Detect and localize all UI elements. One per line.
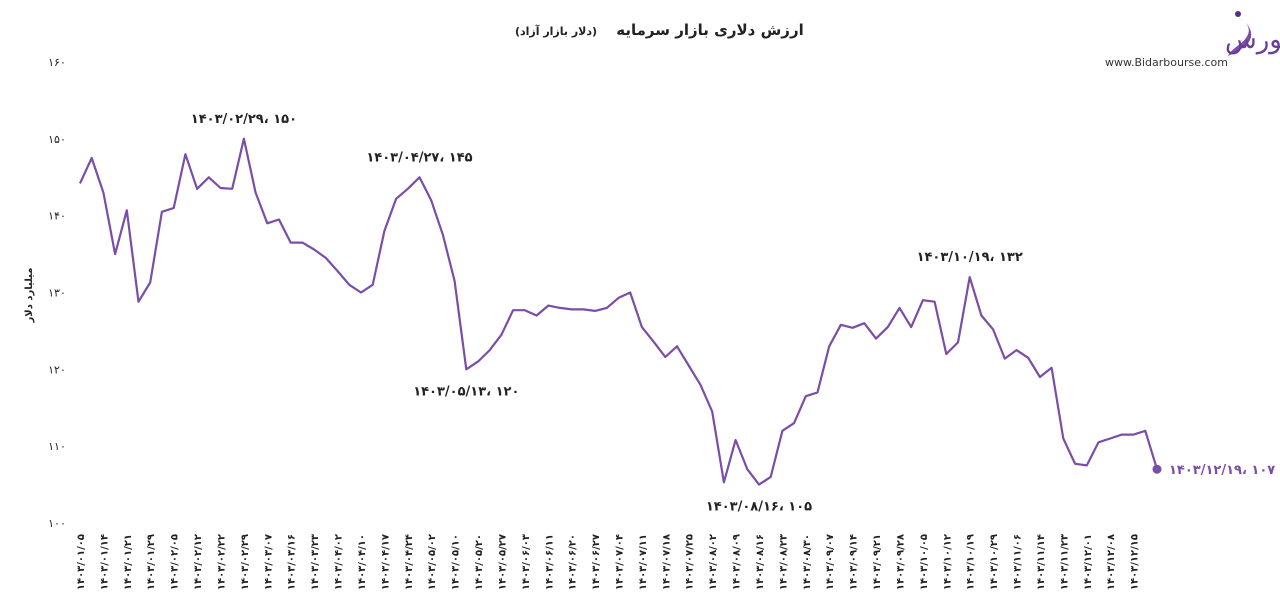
x-tick-label: ۱۴۰۳/۰۳/۰۷ xyxy=(263,534,274,590)
x-tick-label: ۱۴۰۳/۰۷/۱۱ xyxy=(638,534,649,590)
x-tick-label: ۱۴۰۳/۰۷/۱۸ xyxy=(661,534,672,590)
logo-mark xyxy=(1228,18,1252,56)
value-label: ۱۴۰۳/۱۰/۱۹، ۱۳۲ xyxy=(917,250,1023,265)
x-tick-label: ۱۴۰۳/۰۶/۲۰ xyxy=(568,534,579,590)
logo: بیدار بورس www.Bidarbourse.com xyxy=(1105,11,1280,69)
x-tick-label: ۱۴۰۳/۰۲/۰۵ xyxy=(170,534,181,590)
x-tick-label: ۱۴۰۳/۱۲/۱۵ xyxy=(1130,534,1141,590)
x-tick-label: ۱۴۰۳/۰۱/۲۱ xyxy=(123,534,134,590)
x-tick-label: ۱۴۰۳/۰۲/۱۲ xyxy=(193,534,204,590)
value-label: ۱۴۰۳/۰۲/۲۹، ۱۵۰ xyxy=(191,112,297,127)
logo-dot xyxy=(1235,11,1241,17)
x-tick-label: ۱۴۰۳/۰۵/۲۰ xyxy=(474,534,485,590)
x-tick-label: ۱۴۰۳/۰۵/۰۲ xyxy=(427,534,438,590)
chart-subtitle: (دلار بازار آزاد) xyxy=(515,24,597,38)
x-tick-label: ۱۴۰۳/۰۸/۲۳ xyxy=(778,534,789,590)
x-tick-label: ۱۴۰۳/۰۹/۱۴ xyxy=(849,534,860,590)
x-tick-label: ۱۴۰۳/۰۶/۰۳ xyxy=(521,534,532,590)
x-tick-label: ۱۴۰۳/۰۸/۳۰ xyxy=(802,534,813,590)
value-label: ۱۴۰۳/۱۲/۱۹، ۱۰۷ xyxy=(1169,463,1275,478)
x-tick-label: ۱۴۰۳/۰۵/۱۰ xyxy=(451,534,462,590)
end-point xyxy=(1152,464,1162,474)
x-tick-label: ۱۴۰۳/۱۱/۱۴ xyxy=(1036,534,1047,590)
logo-text: بیدار بورس xyxy=(1225,25,1280,55)
x-tick-label: ۱۴۰۳/۰۴/۲۴ xyxy=(404,534,415,590)
x-tick-label: ۱۴۰۳/۰۵/۲۷ xyxy=(497,534,508,590)
line xyxy=(79,137,1159,486)
x-tick-label: ۱۴۰۳/۰۱/۰۵ xyxy=(76,534,87,590)
x-tick-label: ۱۴۰۳/۰۷/۲۵ xyxy=(685,534,696,590)
x-tick-label: ۱۴۰۳/۰۳/۱۶ xyxy=(287,534,298,590)
x-tick-label: ۱۴۰۳/۰۲/۲۲ xyxy=(216,534,227,590)
value-label: ۱۴۰۳/۰۸/۱۶، ۱۰۵ xyxy=(706,500,812,515)
x-tick-label: ۱۴۰۳/۰۴/۱۰ xyxy=(357,534,368,590)
x-tick-label: ۱۴۰۳/۰۶/۱۱ xyxy=(544,534,555,590)
x-tick-label: ۱۴۰۳/۱۲/۰۸ xyxy=(1106,534,1117,590)
x-tick-label: ۱۴۰۳/۰۸/۱۶ xyxy=(755,534,766,590)
y-tick-label: ۱۵۰ xyxy=(48,133,66,146)
x-tick-label: ۱۴۰۳/۱۰/۰۵ xyxy=(919,534,930,590)
x-tick-label: ۱۴۰۳/۰۴/۰۲ xyxy=(334,534,345,590)
x-tick-label: ۱۴۰۳/۰۸/۰۲ xyxy=(708,534,719,590)
y-tick-label: ۱۶۰ xyxy=(48,56,66,69)
y-tick-label: ۱۱۰ xyxy=(48,440,66,453)
y-tick-label: ۱۴۰ xyxy=(48,210,66,223)
y-tick-label: ۱۲۰ xyxy=(48,363,66,376)
x-tick-label: ۱۴۰۳/۰۸/۰۹ xyxy=(732,534,743,590)
x-tick-label: ۱۴۰۳/۰۴/۱۷ xyxy=(380,534,391,590)
x-tick-label: ۱۴۰۳/۰۷/۰۴ xyxy=(615,534,626,590)
x-tick-label: ۱۴۰۳/۰۱/۱۴ xyxy=(99,534,110,590)
x-tick-label: ۱۴۰۳/۰۹/۲۸ xyxy=(895,534,906,590)
x-tick-label: ۱۴۰۳/۰۲/۲۹ xyxy=(240,534,251,590)
value-label: ۱۴۰۳/۰۴/۲۷، ۱۴۵ xyxy=(366,150,472,165)
x-tick-label: ۱۴۰۳/۱۰/۱۹ xyxy=(966,534,977,590)
x-tick-label: ۱۴۰۳/۱۲/۰۱ xyxy=(1083,534,1094,590)
website: www.Bidarbourse.com xyxy=(1105,56,1228,69)
x-tick-label: ۱۴۰۳/۱۰/۲۹ xyxy=(989,534,1000,590)
x-tick-label: ۱۴۰۳/۰۹/۰۷ xyxy=(825,534,836,590)
x-tick-label: ۱۴۰۳/۱۱/۲۳ xyxy=(1059,534,1070,590)
x-tick-label: ۱۴۰۳/۰۳/۲۳ xyxy=(310,534,321,590)
chart-title: ارزش دلاری بازار سرمایه xyxy=(616,21,803,39)
y-tick-label: ۱۳۰ xyxy=(48,287,66,300)
x-tick-label: ۱۴۰۳/۱۱/۰۶ xyxy=(1013,534,1024,590)
x-tick-label: ۱۴۰۳/۰۹/۲۱ xyxy=(872,534,883,590)
y-axis-title: میلیارد دلار xyxy=(24,268,35,324)
value-label: ۱۴۰۳/۰۵/۱۳، ۱۲۰ xyxy=(413,384,519,399)
x-tick-label: ۱۴۰۳/۱۰/۱۲ xyxy=(942,534,953,590)
y-tick-label: ۱۰۰ xyxy=(48,517,66,530)
x-tick-label: ۱۴۰۳/۰۱/۲۹ xyxy=(146,534,157,590)
x-tick-label: ۱۴۰۳/۰۶/۲۷ xyxy=(591,534,602,590)
